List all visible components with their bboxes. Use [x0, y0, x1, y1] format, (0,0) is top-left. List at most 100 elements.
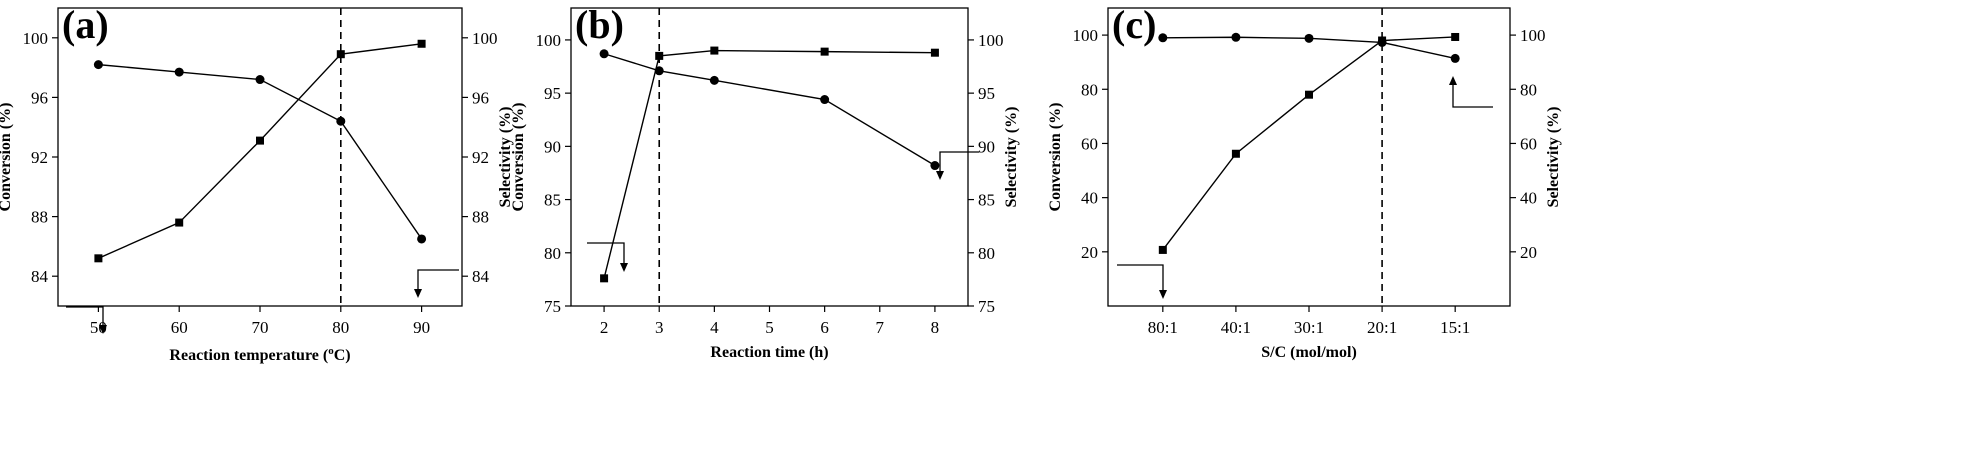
axis-indicator-arrow [1117, 264, 1164, 297]
y-left-axis-label: Conversion (%) [1047, 103, 1064, 212]
data-point-circle [709, 75, 719, 85]
y-right-tick-label: 80 [1520, 80, 1537, 99]
arrow-head [1449, 76, 1457, 85]
x-axis-label-text: Reaction time (h) [710, 344, 828, 361]
data-point-square [710, 46, 719, 55]
panel-label: (b) [575, 2, 624, 47]
x-tick-label: 5 [765, 318, 774, 337]
y-left-tick-label: 100 [23, 29, 49, 48]
series-line-circle [603, 53, 936, 167]
x-tick-label: 60 [171, 318, 188, 337]
y-right-tick-label: 85 [978, 191, 995, 210]
y-right-tick-label: 40 [1520, 189, 1537, 208]
data-point-square [94, 254, 103, 263]
y-left-tick-label: 92 [31, 148, 48, 167]
y-right-axis-label: Selectivity (%) [1003, 107, 1020, 208]
arrow-head [414, 289, 422, 298]
x-axis-label: Reaction temperature (oC) [169, 345, 350, 364]
x-tick-label: 30:1 [1294, 318, 1324, 337]
y-left-tick-label: 80 [1081, 80, 1098, 99]
data-point-circle [820, 95, 830, 105]
y-left-tick-label: 95 [544, 84, 561, 103]
x-tick-label: 80 [332, 318, 349, 337]
y-right-tick-label: 60 [1520, 134, 1537, 153]
x-tick-label: 6 [820, 318, 829, 337]
arrow-head [99, 325, 107, 334]
x-tick-label: 3 [655, 318, 664, 337]
data-point-square [256, 136, 264, 145]
x-axis-label-text: Reaction temperature ( [169, 347, 328, 364]
y-left-tick-label: 100 [536, 31, 562, 50]
data-point-square [336, 50, 345, 59]
data-point-circle [930, 161, 940, 171]
y-left-tick-label: 90 [544, 137, 561, 156]
axis-indicator-arrow [417, 269, 459, 296]
x-tick-label: 7 [876, 318, 885, 337]
y-right-axis-label: Selectivity (%) [497, 107, 514, 208]
data-point-square [175, 218, 184, 227]
y-right-tick-label: 100 [1520, 26, 1546, 45]
y-right-tick-label: 100 [472, 29, 498, 48]
y-left-axis-label: Conversion (%) [0, 103, 14, 212]
y-right-axis-label: Selectivity (%) [1545, 107, 1562, 208]
y-left-axis-label: Conversion (%) [510, 103, 527, 212]
y-left-tick-label: 60 [1081, 134, 1098, 153]
y-right-tick-label: 96 [472, 88, 489, 107]
data-point-square [655, 51, 664, 60]
data-point-square [1305, 90, 1313, 99]
x-tick-label: 20:1 [1367, 318, 1397, 337]
data-point-square [1231, 149, 1240, 158]
data-point-circle [336, 116, 346, 126]
data-point-circle [174, 67, 184, 77]
series-line-circle [98, 63, 423, 240]
data-point-circle [93, 60, 103, 70]
axis-indicator-arrow [1452, 78, 1493, 108]
y-right-tick-label: 95 [978, 84, 995, 103]
y-right-tick-label: 88 [472, 208, 489, 227]
y-left-tick-label: 80 [544, 244, 561, 263]
chart-panel-1: 50 60 70 80 908488929610084889296100Conversi… [0, 2, 514, 364]
y-right-tick-label: 75 [978, 297, 995, 316]
data-point-circle [1304, 33, 1314, 43]
axis-indicator-arrow [66, 306, 104, 332]
series-line-square [603, 49, 935, 279]
arrow-head [620, 263, 628, 272]
x-tick-label: 80:1 [1148, 318, 1178, 337]
y-left-tick-label: 100 [1073, 26, 1099, 45]
arrow-head [1159, 290, 1167, 299]
data-point-square [820, 47, 829, 56]
x-tick-label: 8 [931, 318, 940, 337]
data-point-square [1451, 32, 1460, 41]
x-axis-label: S/C (mol/mol) [1261, 344, 1357, 361]
data-point-circle [1450, 53, 1460, 63]
x-tick-label: 15:1 [1440, 318, 1470, 337]
plot-frame [57, 7, 463, 307]
data-point-circle [1377, 37, 1387, 47]
x-tick-label: 70 [252, 318, 269, 337]
y-left-tick-label: 96 [31, 88, 48, 107]
data-point-circle [255, 75, 265, 85]
y-left-tick-label: 84 [31, 267, 49, 286]
series-line-square [1162, 36, 1456, 251]
arrow-head [936, 171, 944, 180]
data-point-square [1158, 245, 1167, 254]
y-right-tick-label: 84 [472, 267, 490, 286]
panel-label: (a) [62, 2, 109, 47]
x-tick-label: 90 [413, 318, 430, 337]
x-axis-label-tail: C) [334, 347, 351, 364]
y-left-tick-label: 40 [1081, 189, 1098, 208]
x-axis-label-superscript: o [328, 345, 334, 357]
data-point-square [930, 48, 939, 57]
data-point-circle [1231, 32, 1241, 42]
axis-indicator-arrow [939, 151, 979, 178]
data-point-circle [1158, 33, 1168, 43]
x-axis-label: Reaction time (h) [710, 344, 828, 361]
data-point-square [600, 274, 609, 283]
x-axis-label-text: S/C (mol/mol) [1261, 344, 1357, 361]
y-left-tick-label: 85 [544, 191, 561, 210]
chart-panel-2: 2 3 4 5 6 7 8 75 80 85 90 95 100 75 80 85 90 95 100 Convers… [510, 2, 1020, 361]
x-tick-label: 4 [710, 318, 719, 337]
y-right-tick-label: 100 [978, 31, 1004, 50]
x-tick-label: 40:1 [1221, 318, 1251, 337]
